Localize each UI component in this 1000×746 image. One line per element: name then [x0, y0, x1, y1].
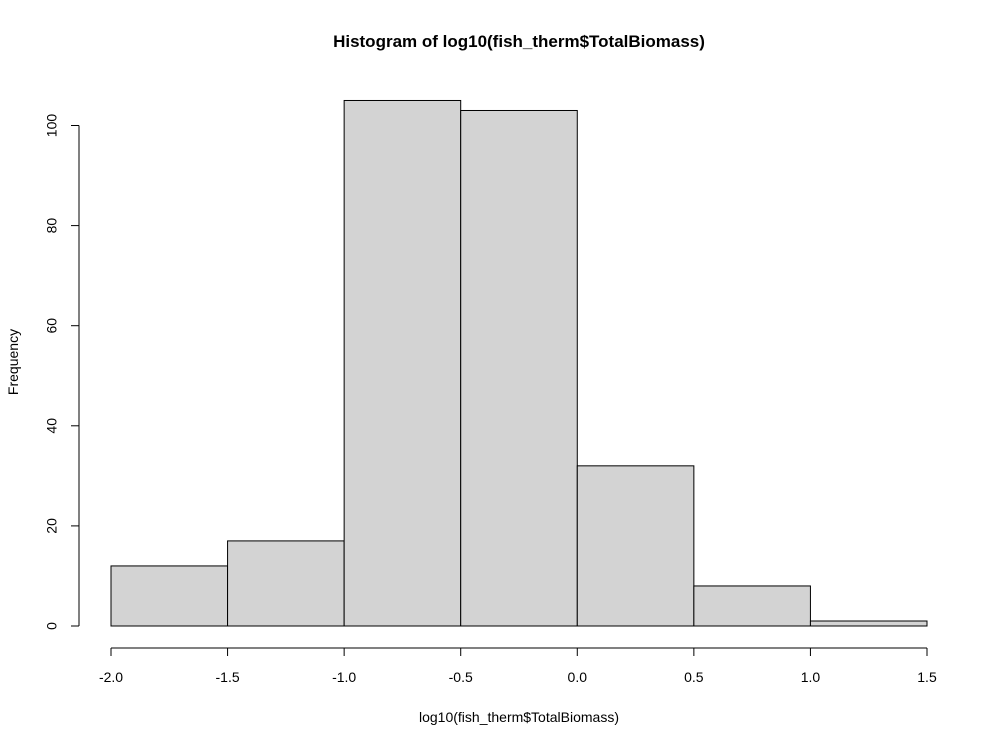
histogram-bar-6: [809, 620, 928, 627]
y-tick-label-3: 60: [44, 318, 60, 334]
histogram-bar-3: [460, 109, 578, 627]
histogram-bar-4: [576, 465, 695, 627]
y-tick-label-4: 80: [44, 218, 60, 234]
x-tick-label-2: -1.0: [332, 669, 356, 685]
y-tick-label-5: 100: [44, 114, 60, 138]
x-tick-label-4: 0.0: [568, 669, 588, 685]
chart-title: Histogram of log10(fish_therm$TotalBioma…: [333, 32, 705, 51]
histogram-bar-5: [693, 585, 811, 627]
histogram-bar-0: [110, 565, 229, 627]
x-tick-label-0: -2.0: [99, 669, 123, 685]
x-axis: -2.0 -1.5 -1.0 -0.5 0.0 0.5 1.0 1.5: [99, 647, 937, 685]
x-tick-label-6: 1.0: [801, 669, 821, 685]
y-axis-label: Frequency: [5, 329, 21, 395]
x-tick-label-3: -0.5: [449, 669, 473, 685]
x-tick-label-5: 0.5: [684, 669, 704, 685]
histogram-bar-1: [227, 540, 345, 627]
y-tick-label-1: 20: [44, 518, 60, 534]
x-tick-label-7: 1.5: [917, 669, 937, 685]
x-axis-label: log10(fish_therm$TotalBiomass): [419, 709, 619, 725]
y-tick-label-0: 0: [44, 622, 60, 630]
y-tick-label-2: 40: [44, 418, 60, 434]
y-axis: 0 20 40 60 80 100: [44, 114, 80, 630]
bars-layer: [110, 99, 928, 627]
histogram-bar-2: [343, 99, 462, 627]
x-tick-label-1: -1.5: [216, 669, 240, 685]
